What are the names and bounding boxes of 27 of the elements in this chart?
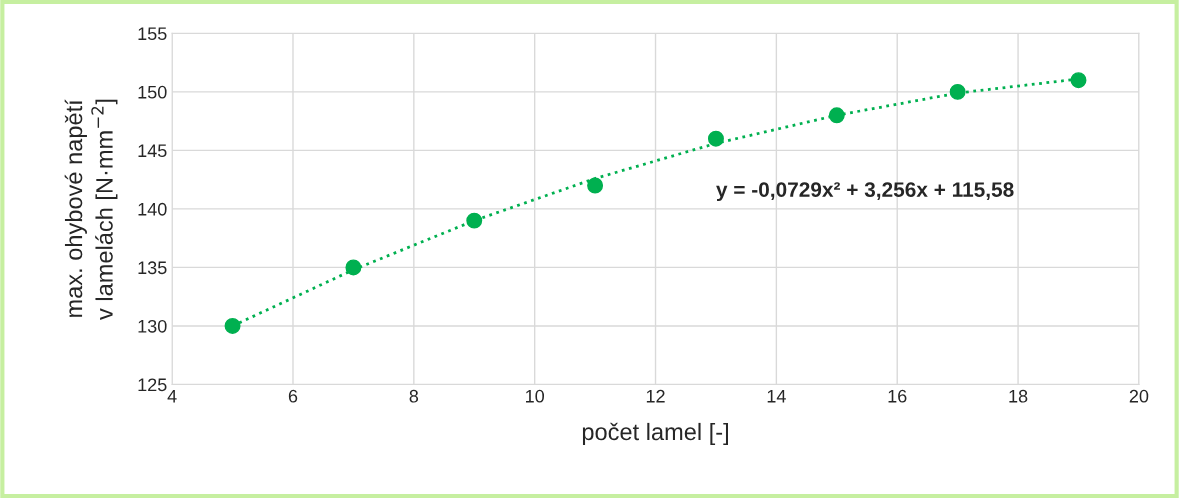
point [466, 212, 483, 229]
y-axis-title: max. ohybové napětí v lamelách [N·mm$^{−2}$] [64, 99, 118, 320]
x-tick-label: 10 [526, 389, 545, 403]
y-tick-label: 150 [138, 85, 167, 99]
x-tick-label: 20 [1129, 389, 1149, 403]
point [949, 83, 966, 100]
point [587, 177, 604, 194]
x-tick-label: 4 [167, 389, 177, 403]
x-tick-label: 14 [767, 389, 786, 403]
x-tick-label: 16 [888, 389, 907, 403]
point [345, 259, 362, 276]
point [1070, 72, 1087, 89]
y-tick-label: 140 [138, 202, 167, 216]
y-tick-label: 130 [138, 319, 167, 333]
point [224, 317, 241, 334]
y-tick-label: 125 [138, 378, 167, 392]
y-tick-label: 155 [138, 27, 167, 41]
y-tick-label: 135 [138, 261, 167, 275]
x-tick-label: 18 [1009, 389, 1028, 403]
x-axis-title: počet lamel [-] [582, 422, 728, 445]
y-tick-label: 145 [138, 144, 167, 158]
annotation: y = -0,0729x² + 3,256x + 115,58 [716, 182, 1014, 202]
point [828, 107, 845, 124]
x-tick-label: 8 [409, 389, 419, 403]
x-tick-label: 6 [288, 389, 298, 403]
point [707, 130, 724, 147]
x-tick-label: 12 [646, 389, 665, 403]
